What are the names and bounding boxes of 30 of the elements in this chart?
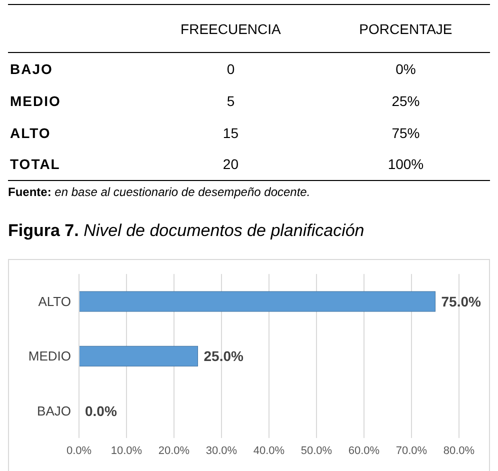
x-tick-label: 70.0% xyxy=(396,444,428,457)
y-tick-label: MEDIO xyxy=(28,348,71,364)
x-tick-label: 80.0% xyxy=(443,444,475,457)
data-label: 20 xyxy=(222,155,240,174)
x-tick-label: 40.0% xyxy=(253,444,285,457)
category-label: BAJO xyxy=(9,60,54,79)
data-label: 0.0% xyxy=(85,402,118,419)
x-tick-label: 50.0% xyxy=(300,444,332,457)
category-label: TOTAL xyxy=(9,155,62,174)
data-label: 25.0% xyxy=(204,348,244,364)
data-label: 75% xyxy=(390,124,421,142)
text: PORCENTAJE xyxy=(358,20,454,38)
data-label: 0 xyxy=(226,60,236,79)
x-tick-label: 10.0% xyxy=(110,444,142,457)
data-label: 25% xyxy=(390,92,421,110)
text: FREECUENCIA xyxy=(180,20,282,38)
x-tick-label: 60.0% xyxy=(348,444,380,457)
chart-title: Figura 7. Nivel de documentos de planificación xyxy=(8,221,364,240)
data-label: 5 xyxy=(226,92,236,110)
y-tick-label: BAJO xyxy=(37,403,71,418)
data-label: 15 xyxy=(222,124,240,142)
data-label: 75.0% xyxy=(441,293,482,310)
x-tick-label: 30.0% xyxy=(206,444,238,457)
y-tick-label: ALTO xyxy=(38,294,71,309)
x-tick-label: 0.0% xyxy=(66,444,92,457)
source-note: Fuente: en base al cuestionario de desempeño docente. xyxy=(8,185,310,199)
x-tick-label: 20.0% xyxy=(158,444,190,457)
category-label: ALTO xyxy=(9,124,52,142)
data-label: 100% xyxy=(386,155,425,174)
data-label: 0% xyxy=(394,60,417,79)
